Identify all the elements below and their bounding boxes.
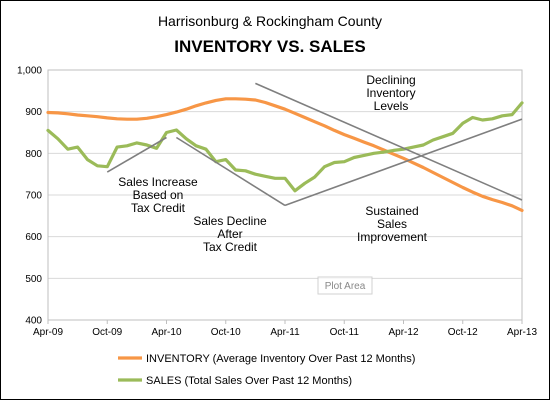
annotation-line: Sales xyxy=(377,217,407,231)
x-tick-label: Oct-10 xyxy=(211,327,241,338)
chart-title: INVENTORY VS. SALES xyxy=(174,37,365,56)
annotation-line: Sustained xyxy=(365,204,418,218)
y-tick-label: 800 xyxy=(25,149,42,160)
y-tick-label: 600 xyxy=(25,232,42,243)
annotation-line: Tax Credit xyxy=(203,240,258,254)
chart-subtitle: Harrisonburg & Rockingham County xyxy=(158,13,382,29)
annotation-line: After xyxy=(217,227,242,241)
annotation-line: Improvement xyxy=(357,230,428,244)
plot-area-label: Plot Area xyxy=(325,281,366,292)
annotation-line: Sales Increase xyxy=(118,175,198,189)
annotation-line: Tax Credit xyxy=(131,201,186,215)
x-tick-label: Oct-12 xyxy=(448,327,478,338)
trend-line xyxy=(175,136,286,207)
legend-label: SALES (Total Sales Over Past 12 Months) xyxy=(146,375,352,387)
y-tick-label: 900 xyxy=(25,107,42,118)
x-tick-label: Apr-09 xyxy=(33,327,63,338)
trend-line xyxy=(255,82,523,201)
x-tick-label: Oct-09 xyxy=(92,327,122,338)
legend: INVENTORY (Average Inventory Over Past 1… xyxy=(118,353,415,387)
annotation-line: Based on xyxy=(133,188,184,202)
grid-lines xyxy=(48,111,522,279)
y-tick-label: 500 xyxy=(25,274,42,285)
trend-line xyxy=(106,136,167,173)
x-tick-label: Apr-10 xyxy=(151,327,181,338)
x-tick-label: Oct-11 xyxy=(330,327,360,338)
legend-label: INVENTORY (Average Inventory Over Past 1… xyxy=(146,353,415,365)
inventory-line xyxy=(46,97,524,212)
y-tick-label: 700 xyxy=(25,191,42,202)
y-axis: 400 500 600 700 800 900 1,000 xyxy=(17,66,42,327)
annotation-line: Declining xyxy=(366,73,415,87)
annotation-line: Sales Decline xyxy=(193,214,267,228)
plot-area-tooltip: Plot Area xyxy=(317,276,373,295)
trend-line xyxy=(284,118,523,207)
x-tick-label: Apr-12 xyxy=(388,327,418,338)
series-lines xyxy=(46,97,524,212)
x-tick-label: Apr-11 xyxy=(270,327,300,338)
annotation-line: Inventory xyxy=(366,86,415,100)
x-axis: Apr-09 Oct-09 Apr-10 Oct-10 Apr-11 Oct-11 Apr-… xyxy=(33,320,537,338)
sales-line xyxy=(46,101,524,193)
annotation-line: Levels xyxy=(374,99,409,113)
x-tick-label: Apr-13 xyxy=(507,327,537,338)
trend-lines xyxy=(106,82,523,207)
y-tick-label: 400 xyxy=(25,316,42,327)
y-tick-label: 1,000 xyxy=(17,66,42,77)
